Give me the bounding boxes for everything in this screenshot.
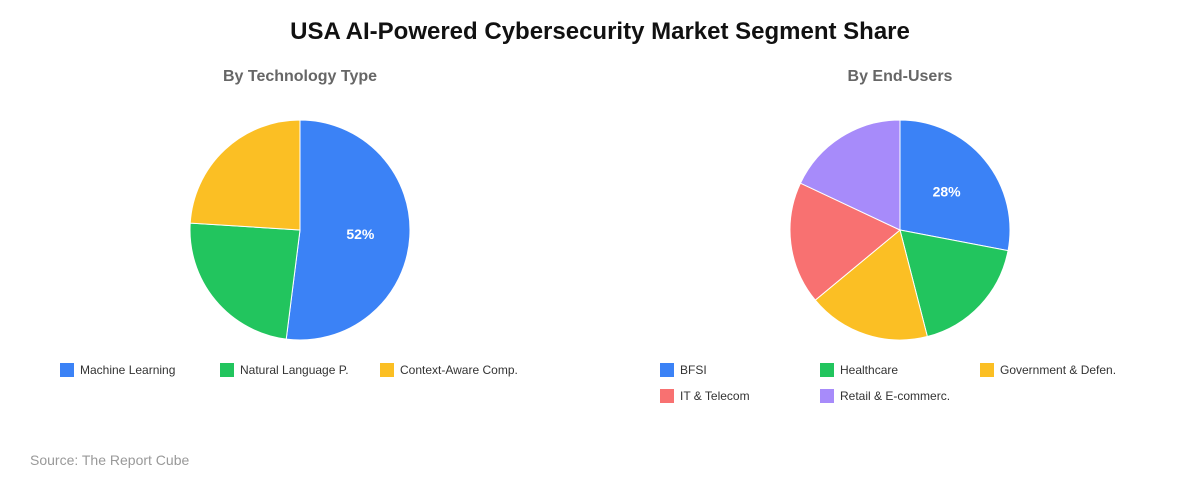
end-users-legend-item-it-telecom: IT & Telecom xyxy=(660,388,750,404)
end-users-legend-swatch xyxy=(660,363,674,377)
end-users-pie: 28% xyxy=(789,119,1011,341)
end-users-slice-bfsi xyxy=(899,119,1011,252)
end-users-legend-label: Healthcare xyxy=(840,363,899,377)
end-users-legend-item-healthcare: Healthcare xyxy=(820,362,898,378)
chart-title: USA AI-Powered Cybersecurity Market Segm… xyxy=(290,18,910,45)
end-users-legend-swatch xyxy=(820,363,834,377)
technology-type-subtitle: By Technology Type xyxy=(222,68,378,85)
technology-type-slice-machine-learning xyxy=(285,119,411,341)
end-users-slice-healthcare xyxy=(899,229,1009,338)
technology-type-legend-label: Machine Learning xyxy=(80,363,176,377)
end-users-legend-label: IT & Telecom xyxy=(680,389,750,403)
source-note: Source: The Report Cube xyxy=(30,452,190,468)
end-users-subtitle: By End-Users xyxy=(847,68,953,85)
end-users-legend-swatch xyxy=(660,389,674,403)
technology-type-data-label-machine-learning: 52% xyxy=(346,226,375,242)
technology-type-legend-item-machine-learning: Machine Learning xyxy=(60,362,175,378)
end-users-slice-it-telecom xyxy=(789,182,901,301)
end-users-legend-label: Government & Defen. xyxy=(1000,363,1117,377)
end-users-chart: By End-Users 28% BFSI Healthcare Governmen… xyxy=(600,66,1200,416)
technology-type-legend-label: Natural Language P. xyxy=(240,363,349,377)
end-users-legend-item-retail-e-commerc: Retail & E-commerc. xyxy=(820,388,950,404)
end-users-legend-item-government-defen: Government & Defen. xyxy=(980,362,1116,378)
technology-type-legend-swatch xyxy=(380,363,394,377)
technology-type-slice-natural-language-p xyxy=(189,222,301,340)
end-users-data-label-bfsi: 28% xyxy=(933,183,962,199)
technology-type-slice-context-aware-comp xyxy=(189,119,301,231)
technology-type-pie: 52% xyxy=(189,119,411,341)
end-users-legend-label: Retail & E-commerc. xyxy=(840,389,951,403)
technology-type-legend-swatch xyxy=(60,363,74,377)
end-users-slice-retail-e-commerc xyxy=(799,119,901,231)
technology-type-legend-swatch xyxy=(220,363,234,377)
end-users-legend-label: BFSI xyxy=(680,363,707,377)
end-users-legend-item-bfsi: BFSI xyxy=(660,362,707,378)
end-users-legend-swatch xyxy=(820,389,834,403)
technology-type-legend-label: Context-Aware Comp. xyxy=(400,363,518,377)
end-users-legend-swatch xyxy=(980,363,994,377)
end-users-slice-government-defen xyxy=(814,229,928,341)
technology-type-chart: By Technology Type 52% Machine Learning N… xyxy=(0,66,600,416)
technology-type-legend-item-context-aware-comp: Context-Aware Comp. xyxy=(380,362,518,378)
technology-type-legend-item-natural-language-p: Natural Language P. xyxy=(220,362,349,378)
